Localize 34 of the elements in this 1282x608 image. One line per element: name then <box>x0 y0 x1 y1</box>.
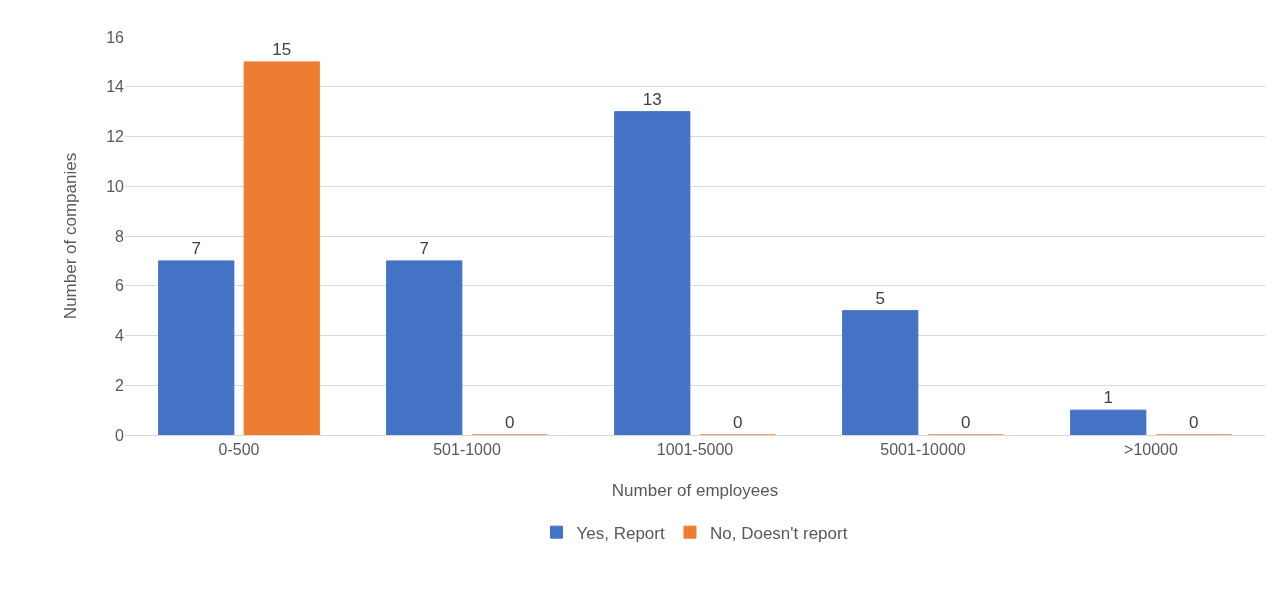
legend-label: No, Doesn't report <box>709 523 848 543</box>
y-tick-label: 12 <box>106 128 125 146</box>
x-tick-label: 0-500 <box>218 441 260 459</box>
x-tick-label: >10000 <box>1124 441 1179 459</box>
x-tick-label: 5001-10000 <box>880 441 966 459</box>
y-tick-label: 6 <box>115 277 125 295</box>
bar <box>243 61 320 435</box>
data-label: 0 <box>733 413 743 432</box>
data-label: 13 <box>642 89 662 109</box>
bar <box>1070 409 1147 435</box>
data-label: 7 <box>419 238 429 258</box>
data-label: 7 <box>191 238 201 258</box>
y-tick-label: 16 <box>106 28 125 46</box>
legend-label: Yes, Report <box>576 523 665 543</box>
data-label: 15 <box>272 39 292 59</box>
y-axis-title: Number of companies <box>60 152 80 320</box>
x-tick-label: 501-1000 <box>433 441 501 459</box>
y-tick-label: 14 <box>106 78 125 96</box>
bar <box>386 260 463 435</box>
x-tick-label: 1001-5000 <box>656 441 734 459</box>
data-label: 1 <box>1103 388 1113 408</box>
y-tick-label: 4 <box>115 327 125 345</box>
x-axis-title: Number of employees <box>611 481 779 500</box>
bar <box>842 310 919 435</box>
data-label: 0 <box>1189 413 1199 432</box>
y-tick-label: 10 <box>106 177 125 195</box>
data-label: 0 <box>961 413 971 432</box>
y-tick-label: 8 <box>115 227 125 245</box>
data-label: 0 <box>505 413 515 432</box>
y-tick-label: 2 <box>115 376 125 394</box>
data-label: 5 <box>875 288 885 308</box>
bar <box>614 111 691 435</box>
bar <box>158 260 235 435</box>
y-tick-label: 0 <box>115 426 125 444</box>
